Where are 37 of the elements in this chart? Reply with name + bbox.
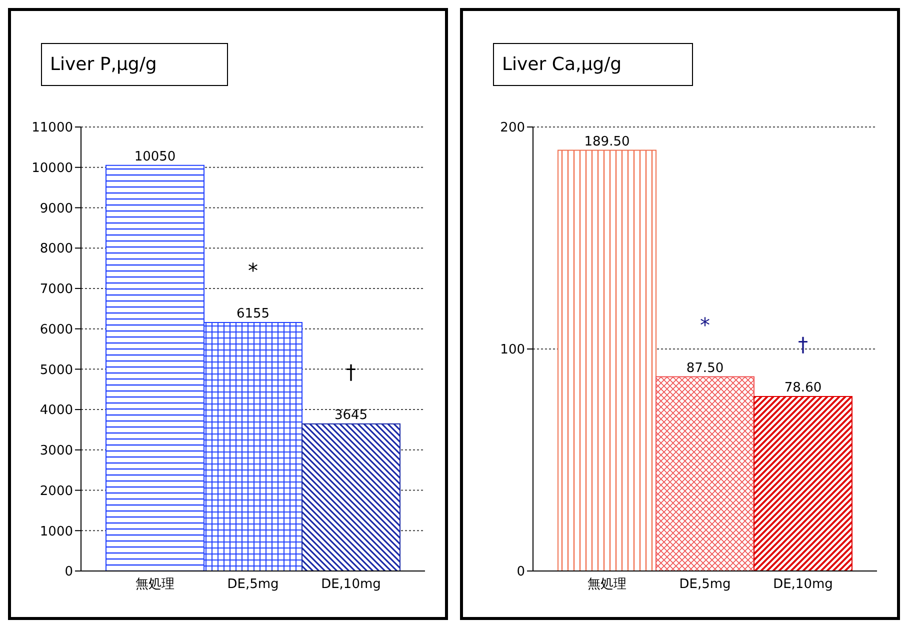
x-tick-label: DE,5mg (679, 577, 731, 592)
annotation: † (346, 360, 356, 384)
data-label: 10050 (134, 149, 176, 164)
annotation: * (248, 258, 258, 283)
y-tick-label: 7000 (40, 282, 73, 298)
x-tick-label: DE,10mg (321, 577, 381, 592)
y-tick-label: 5000 (40, 362, 73, 378)
x-tick-label: 無処理 (588, 577, 626, 592)
data-label: 189.50 (584, 134, 630, 150)
y-tick-label: 10000 (32, 160, 73, 176)
y-tick-label: 3000 (40, 444, 73, 459)
bar (558, 150, 656, 571)
y-tick-label: 8000 (40, 242, 73, 257)
annotation: * (700, 312, 710, 337)
y-tick-label: 0 (64, 564, 73, 580)
y-tick-label: 9000 (40, 201, 73, 216)
y-tick-label: 1000 (40, 524, 73, 540)
bar (656, 376, 754, 571)
data-label: 6155 (236, 306, 270, 322)
x-tick-label: DE,5mg (227, 577, 279, 592)
y-tick-label: 0 (516, 564, 525, 580)
data-label: 87.50 (686, 360, 724, 376)
y-tick-label: 4000 (40, 403, 73, 418)
x-tick-label: 無処理 (136, 577, 174, 592)
x-tick-label: DE,10mg (773, 577, 833, 592)
chart-title: Liver Ca,μg/g (493, 43, 693, 86)
data-label: 78.60 (784, 380, 822, 396)
y-tick-label: 6000 (40, 322, 73, 338)
bar (754, 396, 852, 571)
y-tick-label: 200 (500, 120, 525, 136)
y-tick-label: 2000 (40, 484, 73, 499)
annotation: † (798, 332, 808, 357)
chart-title: Liver P,μg/g (41, 43, 228, 86)
y-tick-label: 11000 (32, 120, 73, 136)
y-tick-label: 100 (500, 342, 525, 358)
data-label: 3645 (334, 408, 368, 423)
bar (302, 423, 400, 571)
